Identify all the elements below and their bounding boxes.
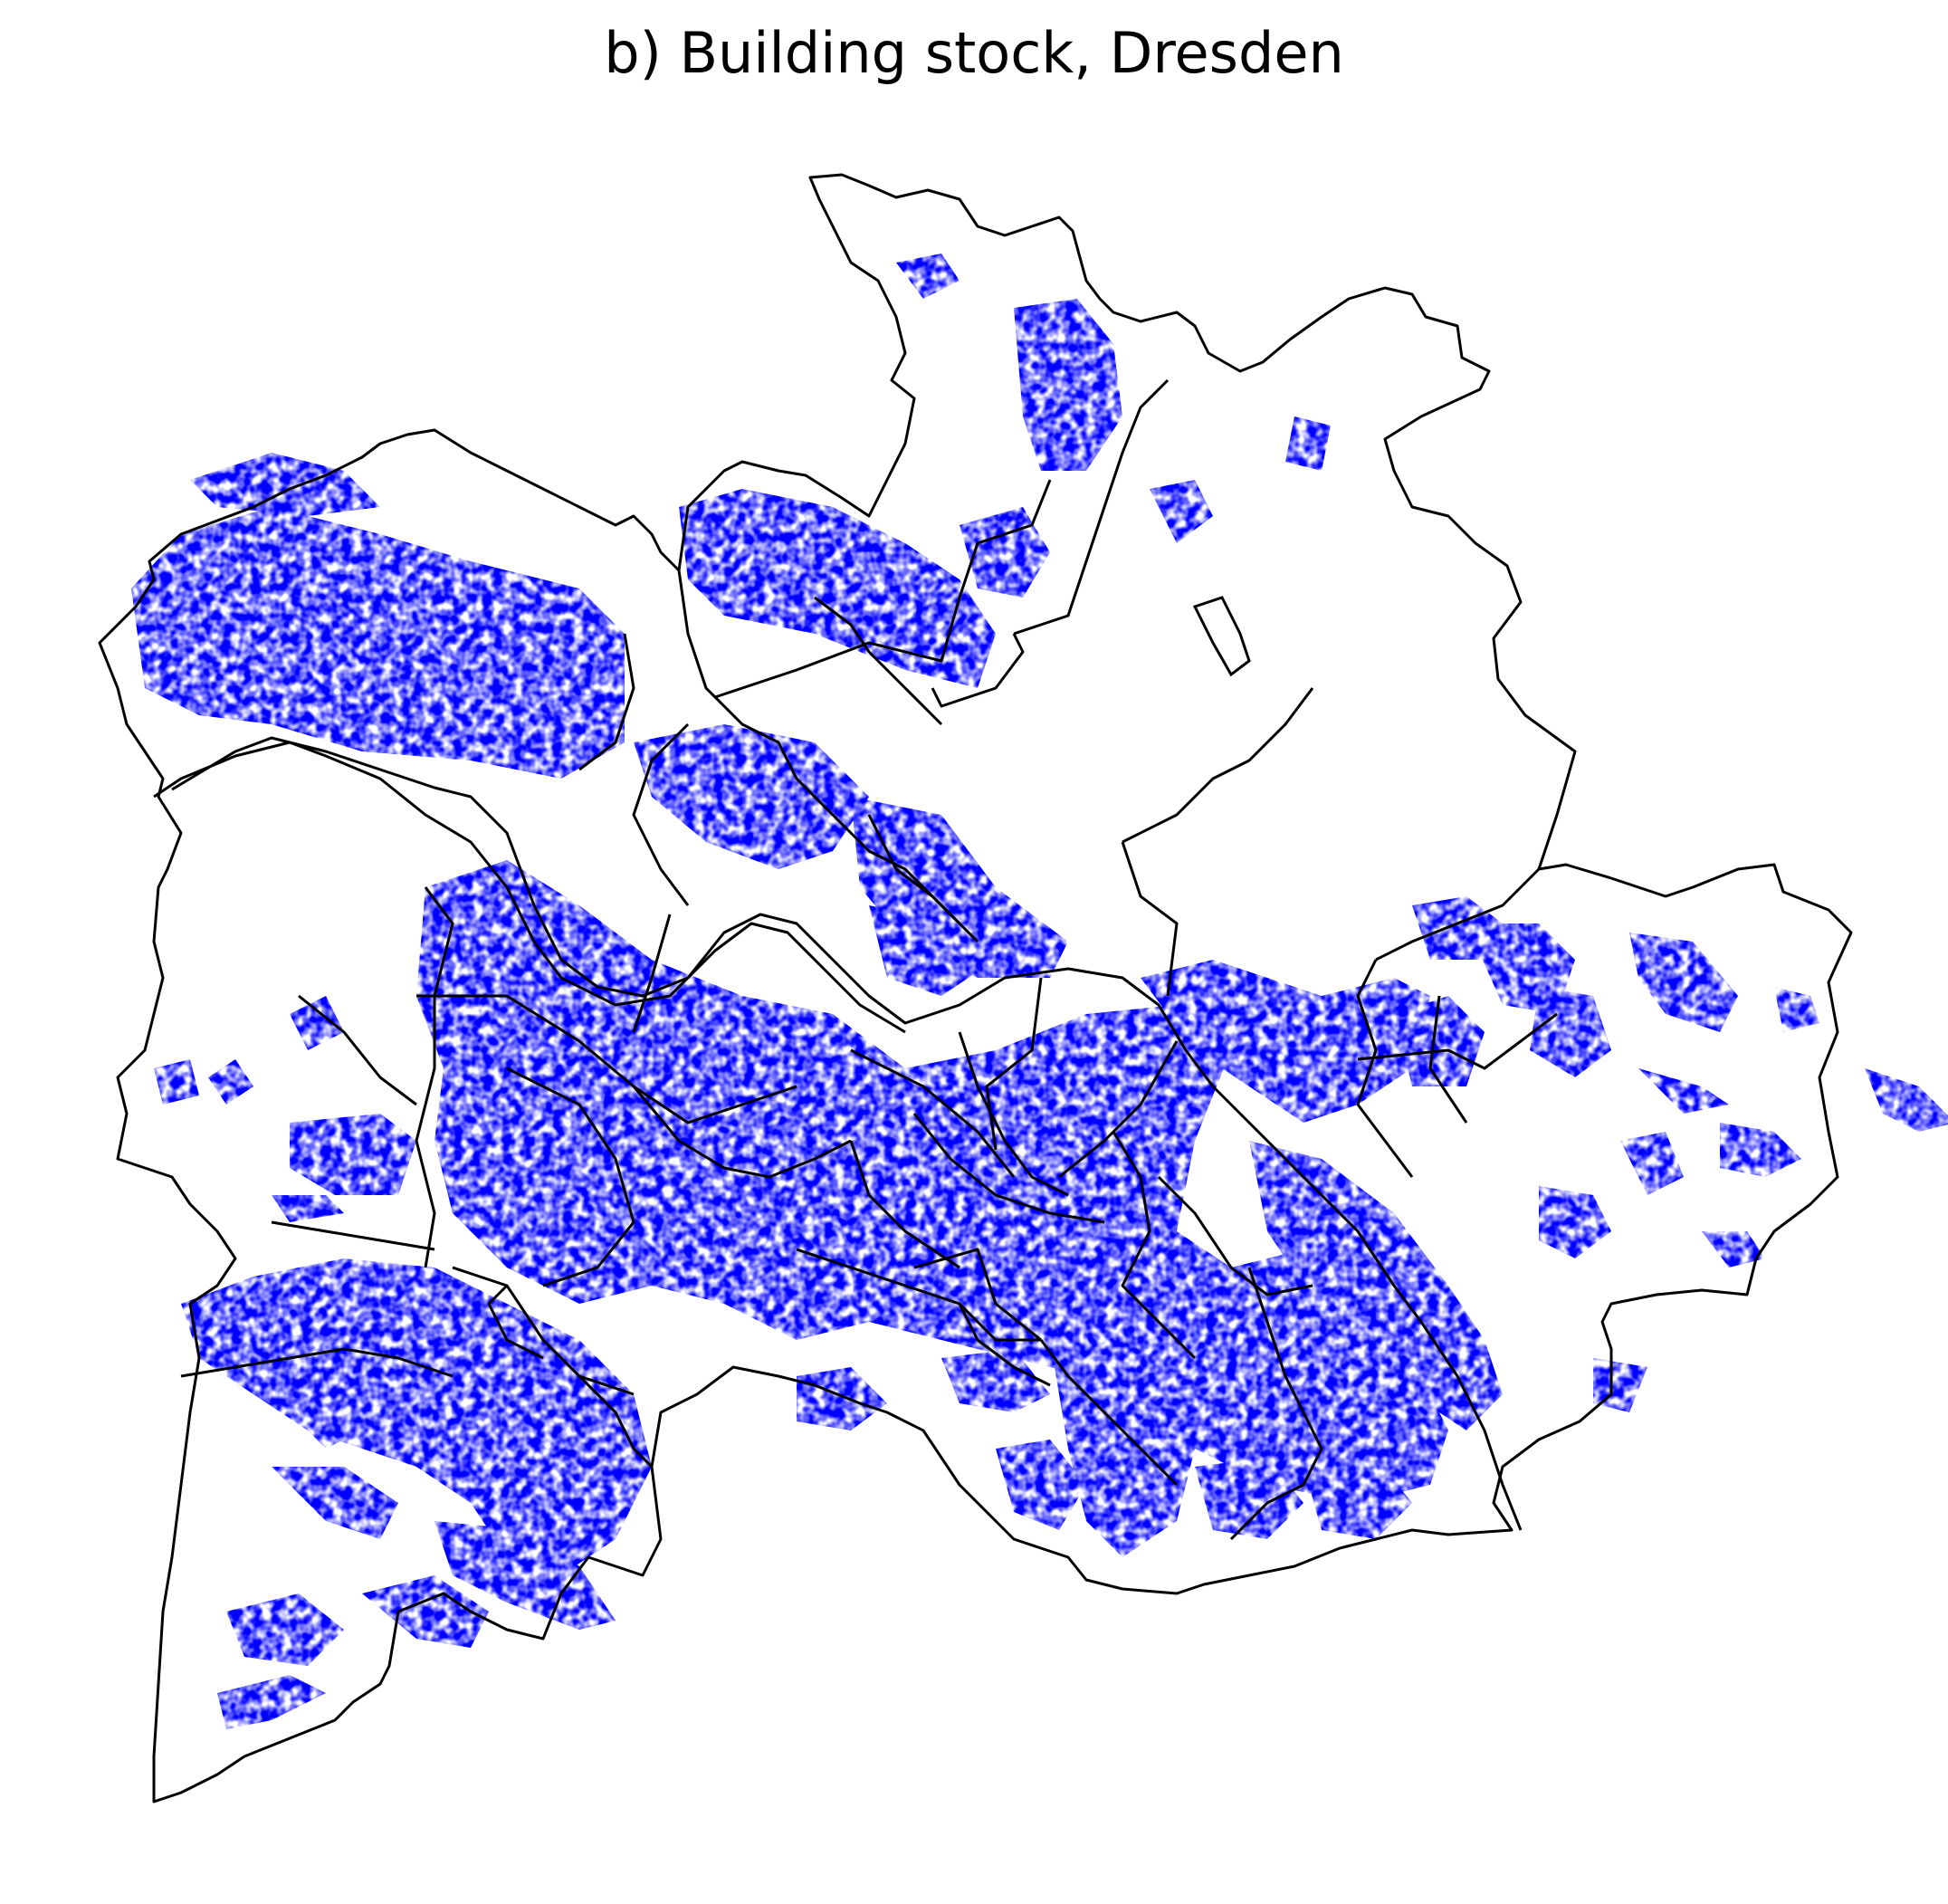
- building-footprints: [131, 254, 1948, 1729]
- map-title: b) Building stock, Dresden: [604, 20, 1344, 86]
- district-boundaries: [98, 173, 1853, 1804]
- elbe-river-north: [171, 736, 1523, 1531]
- city-outline: [98, 173, 1853, 1804]
- heide-enclosure: [1192, 596, 1251, 677]
- elbe-river-south: [153, 741, 906, 1034]
